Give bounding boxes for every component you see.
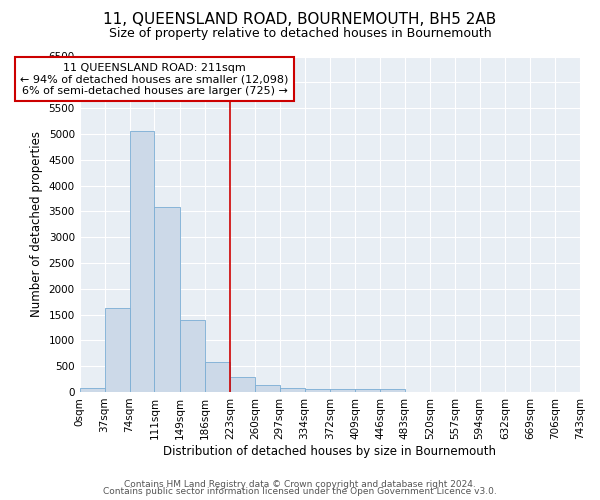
Bar <box>230 377 255 392</box>
Bar <box>130 132 154 392</box>
Bar <box>205 362 230 392</box>
Bar <box>280 388 305 392</box>
Text: Contains HM Land Registry data © Crown copyright and database right 2024.: Contains HM Land Registry data © Crown c… <box>124 480 476 489</box>
X-axis label: Distribution of detached houses by size in Bournemouth: Distribution of detached houses by size … <box>163 444 496 458</box>
Text: Size of property relative to detached houses in Bournemouth: Size of property relative to detached ho… <box>109 28 491 40</box>
Bar <box>380 390 405 392</box>
Bar <box>255 384 280 392</box>
Bar <box>330 390 355 392</box>
Bar <box>80 388 104 392</box>
Bar <box>154 208 180 392</box>
Text: 11 QUEENSLAND ROAD: 211sqm
← 94% of detached houses are smaller (12,098)
6% of s: 11 QUEENSLAND ROAD: 211sqm ← 94% of deta… <box>20 62 289 96</box>
Y-axis label: Number of detached properties: Number of detached properties <box>30 131 43 317</box>
Text: 11, QUEENSLAND ROAD, BOURNEMOUTH, BH5 2AB: 11, QUEENSLAND ROAD, BOURNEMOUTH, BH5 2A… <box>103 12 497 28</box>
Bar <box>180 320 205 392</box>
Bar <box>104 308 130 392</box>
Bar <box>305 389 330 392</box>
Bar <box>355 390 380 392</box>
Text: Contains public sector information licensed under the Open Government Licence v3: Contains public sector information licen… <box>103 487 497 496</box>
